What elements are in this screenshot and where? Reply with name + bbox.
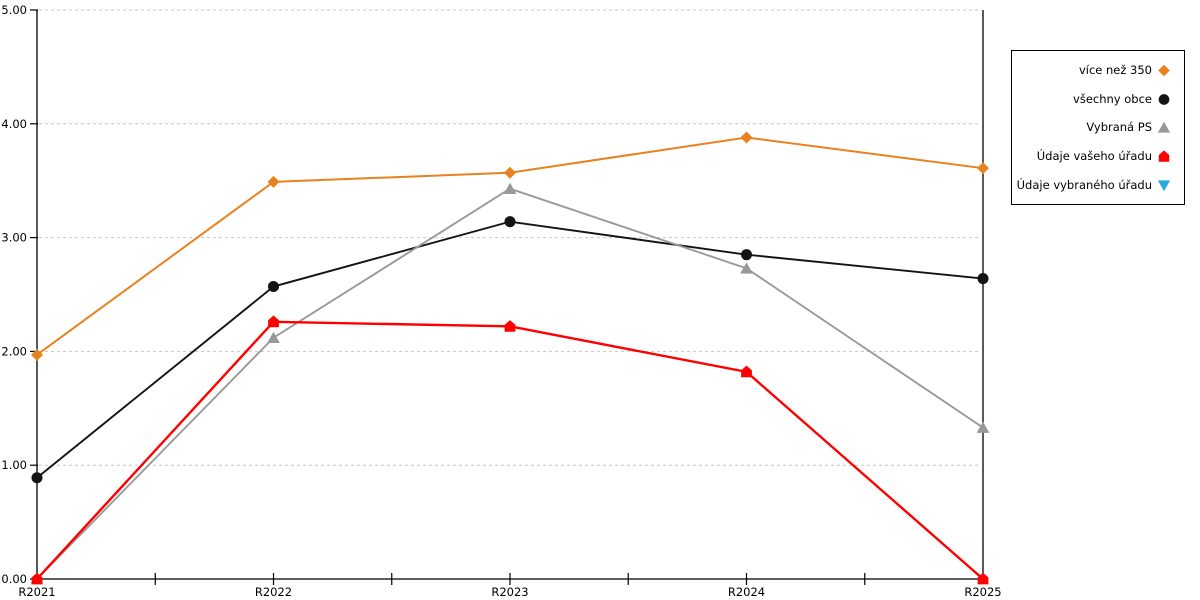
legend-label: Vybraná PS <box>1086 120 1152 135</box>
svg-text:1.00: 1.00 <box>1 458 27 472</box>
svg-text:R2023: R2023 <box>491 585 528 599</box>
legend-label: Údaje vybraného úřadu <box>1016 177 1152 192</box>
legend-label: Údaje vašeho úřadu <box>1036 149 1152 164</box>
legend-item: všechny obce <box>1016 92 1171 106</box>
legend-item: Vybraná PS <box>1016 120 1171 134</box>
svg-text:5.00: 5.00 <box>1 3 27 17</box>
svg-text:R2022: R2022 <box>255 585 292 599</box>
svg-text:R2021: R2021 <box>18 585 55 599</box>
circle-marker-icon <box>1157 92 1171 106</box>
triangle-down-marker-icon <box>1157 178 1171 192</box>
svg-text:2.00: 2.00 <box>1 344 27 358</box>
svg-text:R2025: R2025 <box>964 585 1001 599</box>
svg-text:0.00: 0.00 <box>1 572 27 586</box>
legend-label: všechny obce <box>1073 91 1152 106</box>
legend-item: Údaje vybraného úřadu <box>1016 178 1171 192</box>
svg-text:3.00: 3.00 <box>1 231 27 245</box>
legend-item: Údaje vašeho úřadu <box>1016 149 1171 163</box>
svg-text:4.00: 4.00 <box>1 117 27 131</box>
diamond-marker-icon <box>1157 63 1171 77</box>
triangle-up-marker-icon <box>1157 120 1171 134</box>
legend-item: více než 350 <box>1016 63 1171 77</box>
pentagon-marker-icon <box>1157 149 1171 163</box>
chart-legend: více než 350 všechny obce Vybraná PS Úda… <box>1011 50 1185 205</box>
svg-text:R2024: R2024 <box>728 585 765 599</box>
legend-label: více než 350 <box>1078 63 1152 78</box>
